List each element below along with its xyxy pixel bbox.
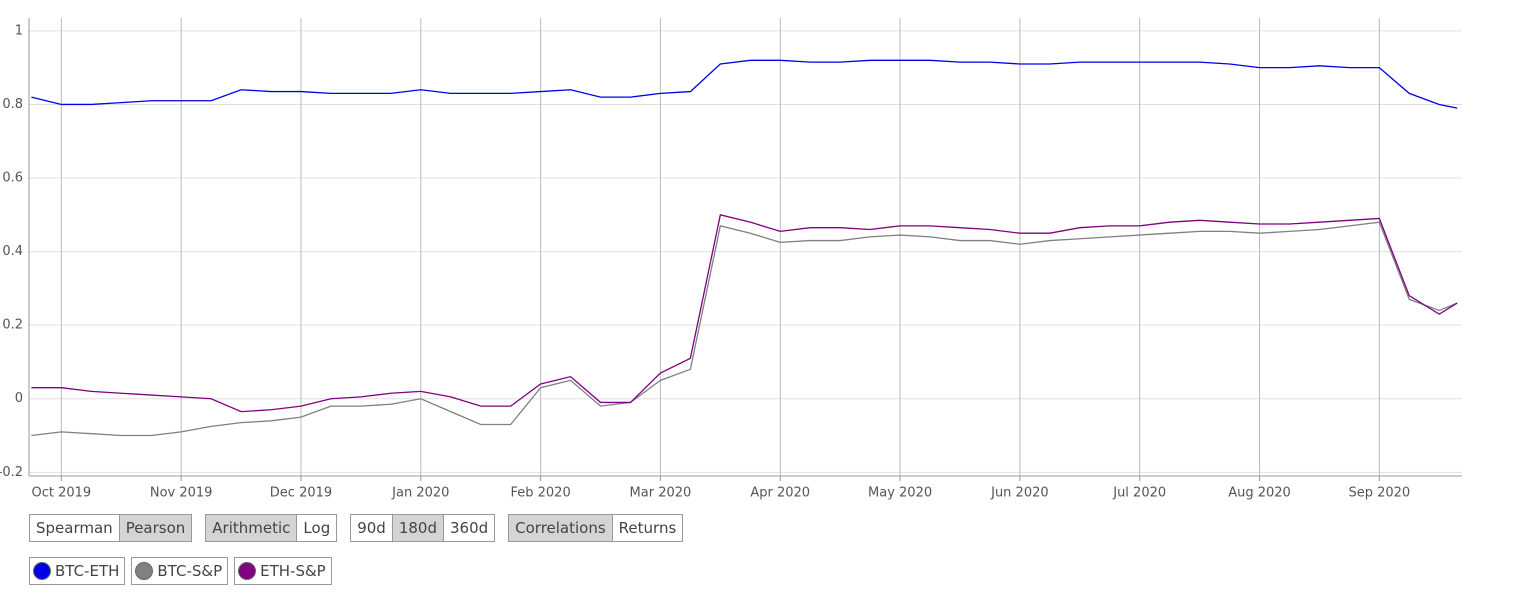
x-tick-label: Sep 2020	[1348, 486, 1410, 501]
toggle-button[interactable]: Returns	[611, 515, 683, 541]
x-tick-label: May 2020	[868, 486, 932, 501]
x-tick-label: Jun 2020	[990, 486, 1049, 501]
series-line	[31, 214, 1458, 413]
legend-swatch	[33, 562, 51, 580]
x-tick-label: Nov 2019	[150, 486, 213, 501]
x-tick-label: Mar 2020	[630, 486, 692, 501]
toggle-button[interactable]: 360d	[442, 515, 495, 541]
legend-label: ETH-S&P	[260, 562, 326, 580]
y-tick-label: 0.4	[2, 244, 23, 259]
button-group: Arithmetic Log	[205, 514, 338, 542]
y-tick-label: 0.6	[2, 171, 23, 186]
legend-item[interactable]: BTC-ETH	[29, 557, 126, 585]
legend-item[interactable]: ETH-S&P	[234, 557, 332, 585]
button-group: Spearman Pearson	[29, 514, 193, 542]
series-line	[31, 221, 1458, 437]
series-line	[31, 59, 1458, 109]
toggle-button[interactable]: Log	[296, 515, 337, 541]
y-tick-label: 1	[15, 23, 23, 38]
y-tick-label: -0.2	[0, 465, 23, 480]
toggle-button[interactable]: Arithmetic	[206, 515, 297, 541]
x-tick-label: Oct 2019	[31, 486, 91, 501]
legend-item[interactable]: BTC-S&P	[131, 557, 229, 585]
legend: BTC-ETH BTC-S&P ETH-S&P	[29, 557, 332, 585]
y-tick-label: 0.2	[2, 318, 23, 333]
button-group: 90d 180d 360d	[350, 514, 496, 542]
x-tick-label: Dec 2019	[270, 486, 332, 501]
chart: -0.2 0 0.2 0.4 0.6 0.8 1 Oct 2019 Nov 2019 Dec 20…	[0, 18, 1462, 501]
toggle-button[interactable]: Correlations	[509, 515, 612, 541]
toggle-button[interactable]: 90d	[351, 515, 392, 541]
x-tick-label: Jan 2020	[391, 486, 449, 501]
x-tick-label: Apr 2020	[750, 486, 810, 501]
legend-label: BTC-S&P	[157, 562, 223, 580]
x-tick-label: Aug 2020	[1228, 486, 1291, 501]
controls: Spearman Pearson Arithmetic Log 90d 180d 360d C…	[29, 514, 684, 542]
legend-swatch	[238, 562, 257, 580]
legend-swatch	[135, 562, 154, 580]
toggle-button[interactable]: 180d	[391, 515, 443, 541]
x-tick-label: Feb 2020	[510, 486, 570, 501]
toggle-button[interactable]: Spearman	[30, 515, 119, 541]
toggle-button[interactable]: Pearson	[118, 515, 192, 541]
button-group: Correlations Returns	[508, 514, 684, 542]
y-tick-label: 0	[15, 391, 23, 406]
x-tick-label: Jul 2020	[1112, 486, 1166, 501]
legend-label: BTC-ETH	[55, 562, 120, 580]
y-tick-label: 0.8	[2, 97, 23, 112]
